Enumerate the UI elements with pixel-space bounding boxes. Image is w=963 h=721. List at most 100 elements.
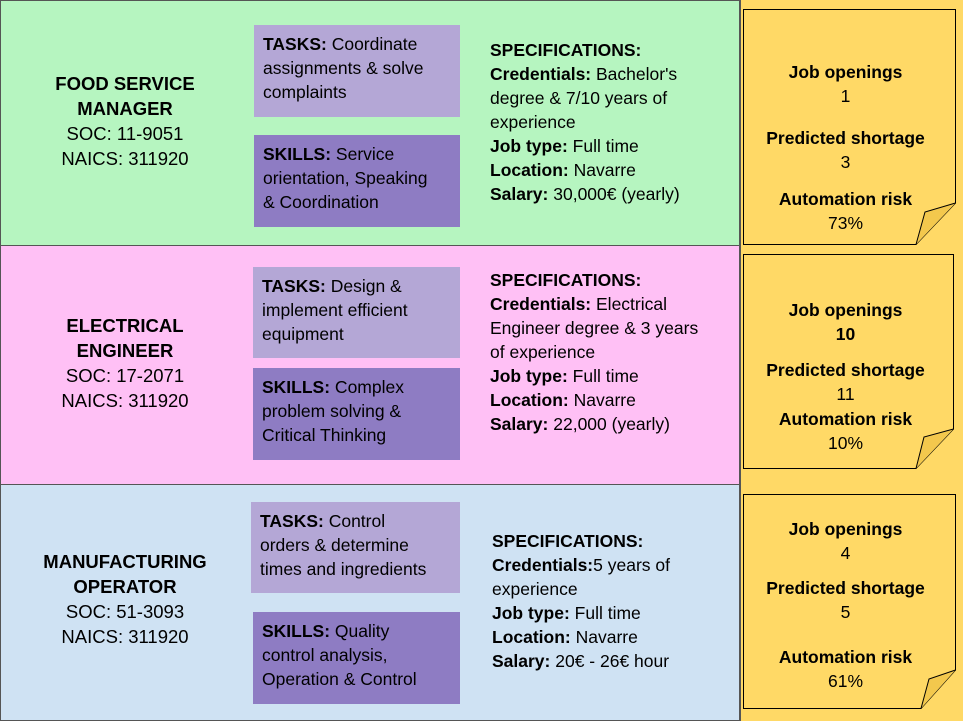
automation-risk-value: 10% [827,433,864,453]
predicted-shortage-value: 11 [836,384,855,404]
job-openings-metric: Job openings 4 [743,517,948,565]
automation-risk-label: Automation risk [778,409,913,429]
predicted-shortage-metric: Predicted shortage 3 [743,126,948,174]
credentials-label: Credentials: [492,555,594,575]
tasks-text: orders & determine [260,535,409,555]
credentials-text: experience [492,579,578,599]
job-type-label: Job type: [490,136,568,156]
credentials-text: Engineer degree & 3 years [490,318,699,338]
tasks-label: TASKS: [260,511,324,531]
note-shape [743,9,956,245]
job-name-line: ENGINEER [76,340,174,361]
soc-code: SOC: 11-9051 [66,123,184,144]
job-openings-metric: Job openings 10 [743,298,948,346]
job-name-line: ELECTRICAL [66,315,184,336]
predicted-shortage-value: 3 [840,152,851,172]
location-label: Location: [490,390,569,410]
tasks-text: assignments & solve [263,58,424,78]
skills-box: SKILLS: Complex problem solving & Critic… [253,368,460,460]
specifications-block: SPECIFICATIONS: Credentials: Electrical … [490,268,735,436]
job-title-block: FOOD SERVICE MANAGER SOC: 11-9051 NAICS:… [1,71,249,171]
note-shape [743,494,956,709]
skills-text: Quality [330,621,390,641]
credentials-label: Credentials: [490,294,592,314]
job-title-block: MANUFACTURING OPERATOR SOC: 51-3093 NAIC… [1,549,249,649]
tasks-text: implement efficient [262,300,408,320]
specifications-block: SPECIFICATIONS: Credentials: Bachelor's … [490,38,735,206]
skills-text: Complex [330,377,404,397]
skills-label: SKILLS: [263,144,332,164]
job-row-manufacturing-operator: MANUFACTURING OPERATOR SOC: 51-3093 NAIC… [0,484,740,721]
summary-note: Job openings 4 Predicted shortage 5 Auto… [743,494,956,709]
skills-text: problem solving & [262,401,402,421]
salary-label: Salary: [492,651,551,671]
specifications-header: SPECIFICATIONS: [492,531,644,551]
skills-text: & Coordination [263,192,379,212]
tasks-text: times and ingredients [260,559,427,579]
tasks-box: TASKS: Coordinate assignments & solve co… [254,25,460,117]
job-name-line: FOOD SERVICE [55,73,195,94]
credentials-text: 5 years of [593,555,670,575]
specifications-block: SPECIFICATIONS: Credentials:5 years of e… [492,529,737,673]
skills-text: Critical Thinking [262,425,387,445]
soc-code: SOC: 17-2071 [65,365,185,386]
job-type-value: Full time [567,366,639,386]
job-name-line: OPERATOR [73,576,177,597]
location-value: Navarre [568,160,636,180]
job-type-value: Full time [569,603,641,623]
automation-risk-metric: Automation risk 61% [743,645,948,693]
location-label: Location: [492,627,571,647]
skills-text: orientation, Speaking [263,168,428,188]
predicted-shortage-label: Predicted shortage [766,128,925,148]
skills-text: Service [331,144,395,164]
salary-value: 20€ - 26€ hour [550,651,670,671]
credentials-text: Bachelor's [591,64,678,84]
job-name-line: MANAGER [77,98,173,119]
location-label: Location: [490,160,569,180]
tasks-label: TASKS: [262,276,326,296]
job-openings-value: 4 [840,543,851,563]
job-openings-value: 1 [840,86,851,106]
tasks-label: TASKS: [263,34,327,54]
tasks-text: equipment [262,324,344,344]
credentials-text: of experience [490,342,596,362]
salary-label: Salary: [490,414,549,434]
predicted-shortage-value: 5 [840,602,851,622]
job-openings-label: Job openings [788,300,903,320]
salary-label: Salary: [490,184,549,204]
credentials-label: Credentials: [490,64,592,84]
credentials-text: experience [490,112,576,132]
job-type-label: Job type: [492,603,570,623]
tasks-box: TASKS: Control orders & determine times … [251,502,460,593]
job-name-line: MANUFACTURING [43,551,207,572]
job-type-label: Job type: [490,366,568,386]
job-openings-value: 10 [835,324,856,344]
location-value: Navarre [568,390,636,410]
automation-risk-metric: Automation risk 73% [743,187,948,235]
tasks-box: TASKS: Design & implement efficient equi… [253,267,460,358]
naics-code: NAICS: 311920 [61,390,189,411]
job-row-food-service-manager: FOOD SERVICE MANAGER SOC: 11-9051 NAICS:… [0,0,740,246]
skills-text: Operation & Control [262,669,417,689]
skills-label: SKILLS: [262,377,331,397]
specifications-header: SPECIFICATIONS: [490,270,642,290]
summary-note: Job openings 1 Predicted shortage 3 Auto… [743,9,956,245]
tasks-text: Design & [325,276,402,296]
job-title-block: ELECTRICAL ENGINEER SOC: 17-2071 NAICS: … [1,313,249,413]
predicted-shortage-metric: Predicted shortage 5 [743,576,948,624]
tasks-text: complaints [263,82,347,102]
tasks-text: Control [323,511,386,531]
job-type-value: Full time [567,136,639,156]
naics-code: NAICS: 311920 [61,626,189,647]
note-shape [743,254,954,469]
tasks-text: Coordinate [326,34,418,54]
skills-box: SKILLS: Service orientation, Speaking & … [254,135,460,227]
automation-risk-metric: Automation risk 10% [743,407,948,455]
naics-code: NAICS: 311920 [61,148,189,169]
job-openings-label: Job openings [788,519,903,539]
predicted-shortage-label: Predicted shortage [766,360,925,380]
automation-risk-label: Automation risk [778,647,913,667]
skills-label: SKILLS: [262,621,331,641]
soc-code: SOC: 51-3093 [65,601,185,622]
job-openings-label: Job openings [788,62,903,82]
